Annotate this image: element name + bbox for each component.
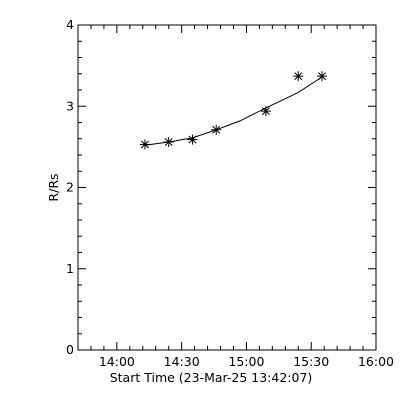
fit-curve [144,76,323,146]
data-point-asterisk [139,139,150,150]
y-tick-label: 3 [66,98,74,113]
data-point-asterisk [317,71,328,82]
x-axis-ticks [77,25,377,350]
y-tick-label: 0 [66,342,74,357]
y-tick-label: 1 [66,261,74,276]
y-tick-label: 2 [66,180,74,195]
data-point-asterisk [293,71,304,82]
y-axis-ticks [78,24,376,351]
data-point-asterisk [260,106,271,117]
x-tick-label: 15:30 [293,354,329,369]
x-tick-label: 14:00 [99,354,135,369]
x-axis-label: Start Time (23-Mar-25 13:42:07) [110,370,313,385]
x-tick-label: 14:30 [164,354,200,369]
y-axis-label: R/Rs [46,173,61,201]
x-tick-label: 15:00 [228,354,264,369]
x-tick-label: 16:00 [358,354,394,369]
data-point-asterisk [187,134,198,145]
data-points [139,71,328,150]
plot-frame [77,24,377,351]
x-axis-tick-labels: 14:00 14:30 15:00 15:30 16:00 [99,354,394,369]
data-point-asterisk [211,124,222,135]
y-axis-tick-labels: 0 1 2 3 4 [66,17,74,357]
data-point-asterisk [163,137,174,147]
y-tick-label: 4 [66,17,74,32]
